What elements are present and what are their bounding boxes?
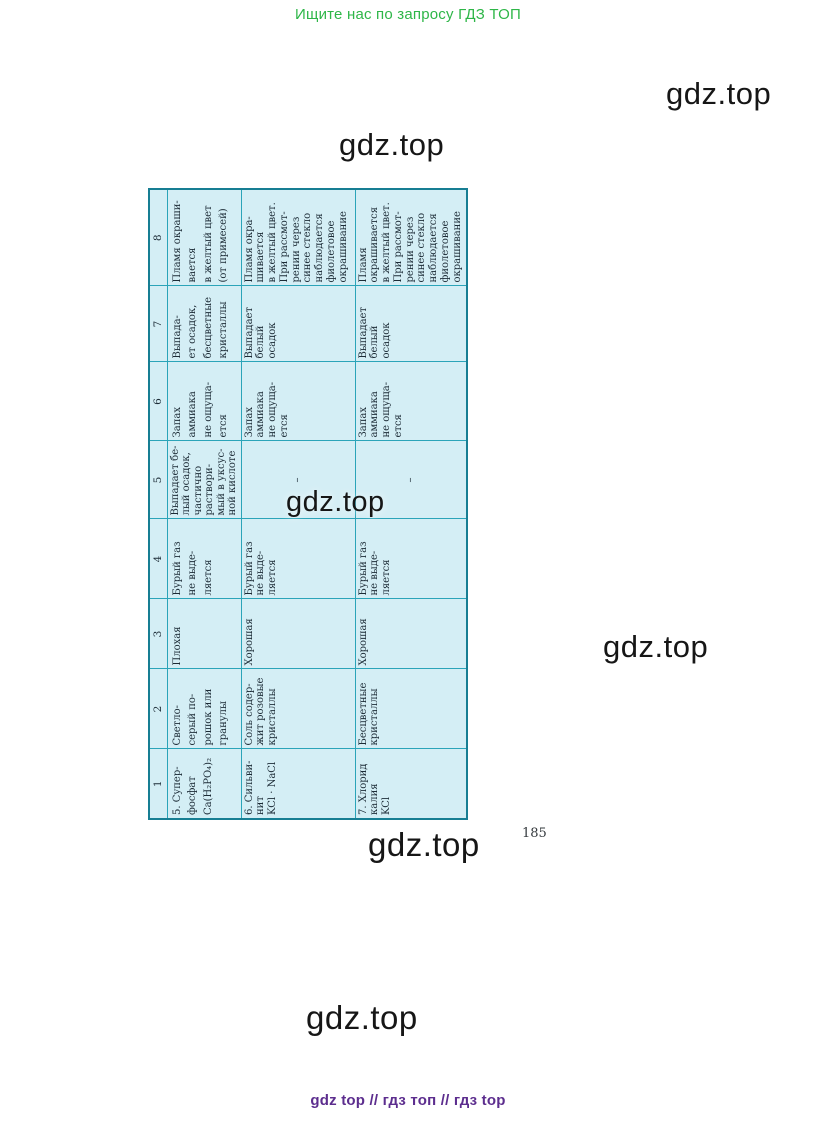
table-cell: 5. Супер- фосфат Ca(H₂PO₄)₂ [167,749,241,819]
watermark: gdz.top [286,486,385,518]
table-cell: Бурый газ не выде- ляется [167,519,241,599]
column-header: 1 [149,749,167,819]
watermark: gdz.top [603,629,709,664]
table-cell: Пламя окраши- вается в желтый цвет (от п… [167,189,241,286]
table-cell: Запах аммиака не ощуща- ется [167,362,241,441]
page-number: 185 [522,826,547,841]
table-cell: Выпадает белый осадок [241,286,355,362]
table-cell: Хорошая [355,599,467,669]
table-cell: Запах аммиака не ощуща- ется [355,362,467,441]
table-cell: Пламя окрашивается в желтый цвет. При ра… [355,189,467,286]
table-cell: Соль содер- жит розовые кристаллы [241,669,355,749]
table-cell: Запах аммиака не ощуща- ется [241,362,355,441]
column-header: 4 [149,519,167,599]
watermark: gdz.top [339,127,445,162]
watermark: gdz.top [306,999,418,1036]
table-cell: Пламя окра- шивается в желтый цвет. При … [241,189,355,286]
table-cell: Бурый газ не выде- ляется [355,519,467,599]
table-cell: Светло- серый по- рошок или гранулы [167,669,241,749]
column-header: 6 [149,362,167,441]
table-cell: Бесцветные кристаллы [355,669,467,749]
table-cell: Выпада- ет осадок, бесцветные кристаллы [167,286,241,362]
table-cell: Хорошая [241,599,355,669]
table-cell: Выпадает белый осадок [355,286,467,362]
table-cell: 6. Сильви- нит KCl · NaCl [241,749,355,819]
promo-header: Ищите нас по запросу ГДЗ ТОП [295,6,521,23]
column-header: 5 [149,441,167,519]
footer-tags: gdz top // гдз топ // гдз top [310,1092,506,1109]
table-cell: 7. Хлорид калия KCl [355,749,467,819]
table-cell: Бурый газ не выде- ляется [241,519,355,599]
table-cell: Выпадает бе- лый осадок, частично раство… [167,441,241,519]
column-header: 3 [149,599,167,669]
watermark: gdz.top [368,826,480,863]
table-row: 5. Супер- фосфат Ca(H₂PO₄)₂ Светло- серый… [167,189,241,819]
column-header: 7 [149,286,167,362]
column-header: 2 [149,669,167,749]
column-header: 8 [149,189,167,286]
table-cell: Плохая [167,599,241,669]
watermark: gdz.top [666,76,772,111]
